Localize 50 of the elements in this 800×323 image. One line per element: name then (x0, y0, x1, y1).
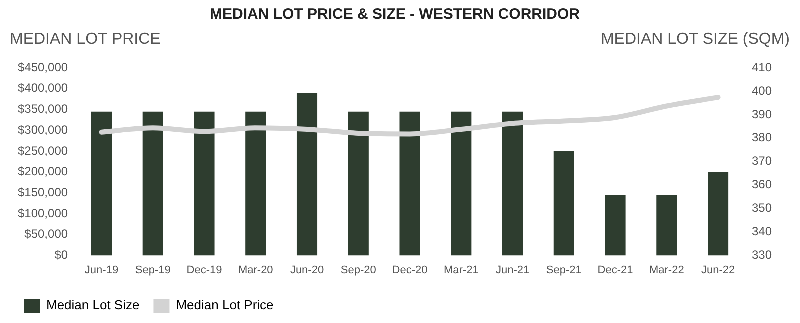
x-tick-label: Sep-19 (135, 264, 171, 276)
y2-tick-label: 350 (752, 201, 772, 216)
y-tick-label: $200,000 (18, 164, 68, 179)
x-tick-label: Sep-21 (546, 264, 582, 276)
bar (708, 172, 729, 256)
y-tick-label: $350,000 (18, 102, 68, 116)
bar (142, 112, 164, 256)
x-tick-label: Dec-21 (598, 264, 634, 276)
bar (348, 112, 369, 256)
y2-tick-label: 400 (752, 84, 772, 98)
x-tick-label: Jun-22 (701, 264, 736, 276)
x-tick-label: Jun-19 (84, 264, 119, 276)
y2-tick-label: 410 (752, 60, 772, 74)
x-tick-label: Mar-20 (238, 264, 274, 276)
y-tick-label: $0 (54, 248, 68, 262)
x-tick-label: Dec-20 (392, 264, 428, 276)
bar (400, 112, 420, 256)
chart-title: MEDIAN LOT PRICE & SIZE - WESTERN CORRIDOR (210, 6, 580, 24)
y-tick-label: $50,000 (24, 227, 68, 242)
x-tick-label: Jun-20 (290, 264, 324, 276)
bar (502, 112, 524, 256)
x-tick-label: Mar-21 (444, 264, 479, 276)
y2-tick-label: 330 (752, 248, 772, 262)
bar (194, 112, 215, 256)
y-axis-title: MEDIAN LOT PRICE (10, 31, 161, 48)
y2-tick-label: 340 (752, 224, 772, 239)
x-tick-label: Mar-22 (649, 264, 684, 276)
bar (451, 112, 472, 256)
bar (91, 112, 112, 256)
x-tick-label: Dec-19 (186, 264, 222, 276)
y-tick-label: $450,000 (18, 60, 68, 74)
y2-tick-label: 370 (752, 154, 772, 168)
y-tick-label: $100,000 (18, 206, 68, 220)
y2-axis-title: MEDIAN LOT SIZE (SQM) (600, 31, 790, 48)
bar (605, 195, 626, 256)
bar (554, 151, 574, 256)
bar (656, 195, 678, 256)
y-tick-label: $150,000 (18, 186, 68, 200)
y2-tick-label: 390 (752, 107, 772, 122)
y2-tick-label: 360 (752, 178, 772, 192)
x-tick-label: Sep-20 (340, 264, 376, 276)
x-tick-label: Jun-21 (496, 264, 530, 276)
legend-label: Median Lot Price (176, 298, 274, 313)
y2-tick-label: 380 (752, 130, 772, 145)
y-tick-label: $400,000 (18, 81, 68, 96)
y-tick-label: $300,000 (18, 122, 68, 137)
bar (296, 93, 318, 256)
bar (246, 112, 266, 256)
legend-label: Median Lot Size (46, 298, 140, 313)
y-tick-label: $250,000 (18, 144, 68, 158)
